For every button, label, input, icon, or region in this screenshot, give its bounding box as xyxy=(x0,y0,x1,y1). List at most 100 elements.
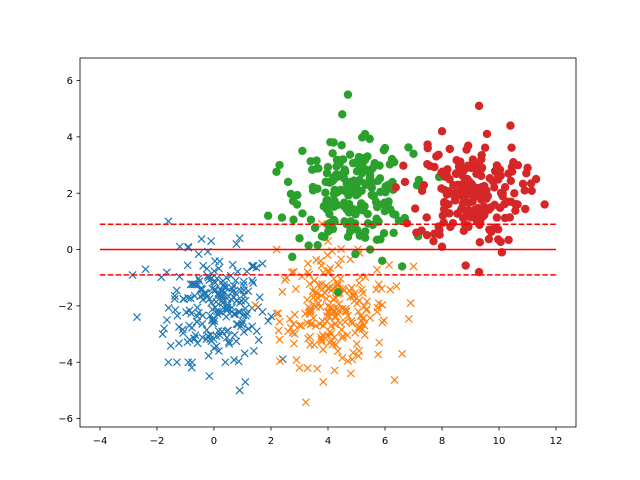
x-marker-point xyxy=(184,358,193,367)
x-marker-point xyxy=(317,280,326,289)
circle-marker-point xyxy=(352,225,362,235)
circle-marker-point xyxy=(346,217,355,226)
circle-marker-point xyxy=(330,196,339,206)
x-marker-point xyxy=(229,281,238,290)
circle-marker-point xyxy=(511,206,520,215)
x-marker-point xyxy=(406,299,415,308)
x-marker-point xyxy=(322,281,331,290)
x-marker-point xyxy=(360,321,369,330)
x-marker-point xyxy=(306,340,315,349)
x-marker-point xyxy=(288,328,297,337)
circle-marker-point xyxy=(343,90,353,99)
x-marker-point xyxy=(244,324,253,333)
circle-marker-point xyxy=(298,146,307,156)
x-marker-point xyxy=(166,341,175,350)
circle-marker-point xyxy=(498,191,507,201)
circle-marker-point xyxy=(363,209,372,219)
x-marker-point xyxy=(249,346,258,355)
x-marker-point xyxy=(193,312,202,321)
circle-marker-point xyxy=(354,152,364,162)
x-marker-point xyxy=(239,327,248,337)
circle-marker-point xyxy=(357,169,367,178)
circle-marker-point xyxy=(484,205,494,214)
circle-marker-point xyxy=(422,213,431,222)
circle-marker-point xyxy=(523,163,532,173)
circle-marker-point xyxy=(328,149,337,158)
x-marker-point xyxy=(212,297,221,306)
circle-marker-point xyxy=(402,219,412,228)
x-marker-point xyxy=(252,327,261,336)
x-marker-point xyxy=(284,327,293,336)
circle-marker-point xyxy=(531,174,541,184)
x-marker-point xyxy=(357,316,366,325)
circle-marker-point xyxy=(275,160,284,170)
circle-marker-point xyxy=(492,213,502,222)
x-marker-point xyxy=(303,364,312,373)
x-marker-point xyxy=(220,280,229,289)
x-marker-point xyxy=(210,267,219,276)
x-tick-label: 8 xyxy=(439,436,445,447)
circle-marker-point xyxy=(477,150,486,160)
circle-marker-point xyxy=(507,143,516,152)
x-marker-point xyxy=(329,274,338,283)
x-marker-point xyxy=(354,352,363,361)
x-marker-point xyxy=(349,348,358,357)
x-marker-point xyxy=(305,280,314,289)
x-marker-point xyxy=(197,234,206,244)
x-marker-point xyxy=(313,364,322,373)
y-tick-label: −6 xyxy=(58,414,73,425)
x-marker-point xyxy=(230,355,239,364)
x-marker-point xyxy=(338,304,347,313)
x-marker-point xyxy=(162,315,171,325)
y-tick-label: 4 xyxy=(67,132,73,143)
x-marker-point xyxy=(333,279,342,289)
circle-marker-point xyxy=(317,232,327,241)
x-marker-point xyxy=(297,321,306,330)
x-marker-point xyxy=(316,302,325,311)
x-marker-point xyxy=(202,264,211,273)
x-marker-point xyxy=(251,301,260,310)
circle-marker-point xyxy=(286,189,296,199)
circle-marker-point xyxy=(351,186,360,196)
x-marker-point xyxy=(232,240,241,249)
circle-marker-point xyxy=(295,234,304,243)
x-marker-point xyxy=(174,322,184,331)
x-marker-point xyxy=(312,287,321,296)
circle-marker-point xyxy=(351,249,360,259)
circle-marker-point xyxy=(437,127,447,136)
x-marker-point xyxy=(317,335,326,344)
circle-marker-point xyxy=(520,186,529,195)
reference-lines xyxy=(99,223,557,276)
x-marker-point xyxy=(264,316,273,326)
y-tick-label: 2 xyxy=(67,189,73,200)
x-marker-point xyxy=(274,326,283,335)
x-marker-point xyxy=(306,305,315,314)
circle-marker-point xyxy=(324,196,333,205)
circle-marker-point xyxy=(321,188,330,197)
x-marker-point xyxy=(230,330,239,339)
x-marker-point xyxy=(309,300,318,309)
x-marker-point xyxy=(185,321,194,330)
circle-marker-point xyxy=(329,138,338,147)
circle-marker-point xyxy=(412,228,421,237)
x-marker-point xyxy=(325,303,334,312)
x-marker-point xyxy=(226,271,235,280)
x-marker-point xyxy=(347,283,356,292)
circle-marker-point xyxy=(540,200,549,209)
x-marker-point xyxy=(244,287,253,296)
circle-marker-point xyxy=(322,169,332,178)
circle-marker-point xyxy=(504,169,513,178)
x-marker-point xyxy=(232,337,241,346)
x-marker-point xyxy=(248,261,257,270)
x-marker-point xyxy=(187,363,196,372)
x-marker-point xyxy=(272,309,281,318)
circle-marker-point xyxy=(352,179,361,188)
x-marker-point xyxy=(207,237,216,246)
x-marker-point xyxy=(349,290,358,299)
x-marker-point xyxy=(392,282,401,291)
circle-marker-point xyxy=(521,204,530,214)
circle-marker-point xyxy=(363,219,373,228)
x-marker-point xyxy=(164,303,173,312)
x-marker-point xyxy=(229,310,238,319)
